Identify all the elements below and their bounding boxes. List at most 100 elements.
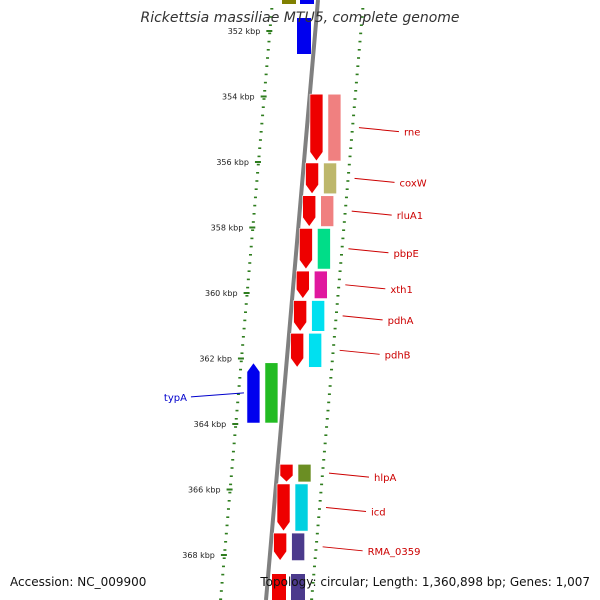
guide-dot-outer <box>327 393 331 395</box>
guide-dot-inner <box>230 467 234 469</box>
guide-dot-outer <box>330 360 334 363</box>
guide-dot-outer <box>358 40 362 43</box>
guide-dot-outer <box>319 491 323 494</box>
gene-arrow-icd <box>276 483 291 532</box>
guide-dot-inner <box>270 8 274 10</box>
gene-arrow-coxw <box>305 162 319 195</box>
guide-dot-inner <box>235 409 239 412</box>
gene-labels: rne coxW rluA1 pbpE xth1 pdhA pdhB typA hlpA icd R… <box>164 127 427 558</box>
guide-dot-outer <box>327 401 331 404</box>
guide-dot-outer <box>317 516 321 518</box>
gene-features <box>246 93 342 562</box>
gene-arrow-rne <box>309 93 324 162</box>
guide-dot-inner <box>234 426 238 428</box>
gene-label-line-xth1 <box>345 284 386 290</box>
guide-dot-inner <box>262 98 266 100</box>
gene-arrow-pbpe <box>299 228 313 270</box>
guide-dots <box>219 8 365 600</box>
guide-dot-inner <box>248 262 252 264</box>
guide-dot-outer <box>349 147 353 149</box>
guide-dot-outer <box>325 418 329 420</box>
gene-cog-pbpe <box>317 228 331 270</box>
guide-dot-inner <box>231 450 235 453</box>
guide-dot-inner <box>265 65 269 67</box>
guide-dot-inner <box>219 590 223 592</box>
partial-feature-slate-bottom <box>291 574 305 600</box>
guide-dot-inner <box>251 229 255 231</box>
guide-dot-inner <box>246 286 250 289</box>
partial-feature-red-bottom <box>272 574 286 600</box>
guide-dot-outer <box>354 90 358 92</box>
guide-dot-inner <box>264 73 268 76</box>
gene-cog-coxw <box>323 162 337 195</box>
gene-label-line-pdha <box>342 315 383 321</box>
gene-label-line-coxw <box>354 177 395 183</box>
guide-dot-inner <box>239 368 243 371</box>
guide-dot-outer <box>356 65 360 67</box>
guide-dot-inner <box>219 598 223 600</box>
guide-dot-inner <box>221 573 225 576</box>
guide-dot-inner <box>223 549 227 551</box>
scale-tick-label: 362 kbp <box>199 355 232 364</box>
guide-dot-outer <box>352 114 356 117</box>
guide-dot-inner <box>247 270 251 272</box>
gene-label-line-pbpe <box>348 248 389 254</box>
guide-dot-outer <box>335 311 339 313</box>
guide-dot-outer <box>312 565 316 568</box>
gene-label-line-icd <box>325 507 367 513</box>
scale-tick-label: 368 kbp <box>182 551 215 560</box>
guide-dot-outer <box>310 590 314 592</box>
scale-tick-label: 358 kbp <box>211 224 244 233</box>
accession-text: Accession: NC_009900 <box>10 575 147 589</box>
guide-dot-outer <box>336 295 340 297</box>
guide-dot-outer <box>311 582 315 584</box>
scale-tick-label: 366 kbp <box>188 486 221 495</box>
guide-dot-inner <box>229 475 233 477</box>
guide-dot-inner <box>238 377 242 379</box>
gene-arrow-pdha <box>293 300 307 332</box>
guide-dot-inner <box>260 122 264 125</box>
gene-label-pdha: pdhA <box>388 316 414 327</box>
guide-dot-inner <box>263 90 267 92</box>
scale-tick-label: 360 kbp <box>205 289 238 298</box>
guide-dot-outer <box>342 229 346 231</box>
guide-dot-inner <box>263 81 267 84</box>
gene-label-line-pdhb <box>339 349 380 355</box>
guide-dot-inner <box>231 459 235 461</box>
guide-dot-outer <box>343 213 347 215</box>
genome-backbone <box>264 0 320 600</box>
guide-dot-outer <box>355 73 359 76</box>
guide-dot-inner <box>234 418 238 420</box>
gene-cog-pdha <box>311 300 325 332</box>
guide-dot-inner <box>253 204 257 207</box>
guide-dot-inner <box>248 254 252 256</box>
guide-dot-inner <box>258 139 262 141</box>
guide-dot-outer <box>349 139 353 141</box>
gene-label-typa: typA <box>164 393 187 404</box>
guide-dot-outer <box>314 549 318 551</box>
gene-label-rne: rne <box>404 128 420 139</box>
guide-dot-inner <box>254 188 258 190</box>
partial-features-top <box>272 0 314 600</box>
gene-label-icd: icd <box>371 508 386 519</box>
partial-feature-blue-2 <box>297 18 311 54</box>
gene-cog-rne <box>327 93 342 162</box>
guide-dot-inner <box>266 57 270 59</box>
guide-dot-outer <box>359 24 363 26</box>
partial-feature-olive <box>282 0 296 4</box>
guide-dot-outer <box>330 368 334 371</box>
gene-arrow-xth1 <box>296 270 310 300</box>
guide-dot-outer <box>345 188 349 190</box>
guide-dot-inner <box>266 49 270 51</box>
guide-dot-inner <box>224 541 228 543</box>
gene-arrow-rma-0359 <box>273 532 287 562</box>
guide-dot-outer <box>342 221 346 223</box>
guide-dot-outer <box>344 196 348 199</box>
guide-dot-outer <box>323 442 327 445</box>
guide-dot-inner <box>245 295 249 297</box>
guide-dot-inner <box>241 344 245 346</box>
guide-dot-outer <box>321 467 325 469</box>
guide-dot-outer <box>334 319 338 322</box>
scale-ticks: 352 kbp 354 kbp 356 kbp 358 kbp 360 kbp 362 k… <box>182 27 273 560</box>
scale-tick-label: 352 kbp <box>228 27 261 36</box>
